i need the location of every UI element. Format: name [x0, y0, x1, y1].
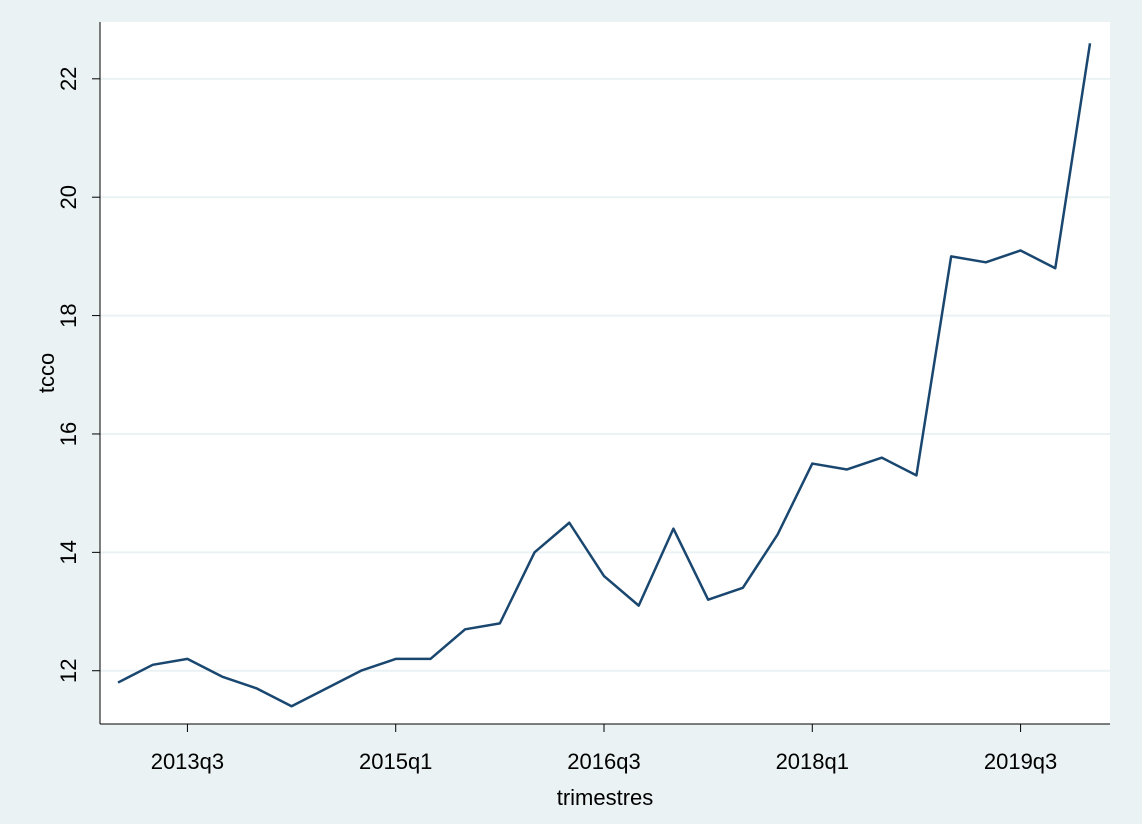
x-axis-label: trimestres: [557, 785, 654, 810]
plot-area: [100, 22, 1110, 724]
x-tick-label: 2018q1: [776, 749, 849, 774]
x-tick-label: 2015q1: [359, 749, 432, 774]
x-tick-label: 2016q3: [567, 749, 640, 774]
data-line: [117, 43, 1092, 708]
y-tick-label: 16: [56, 422, 81, 446]
y-axis-label: tcco: [34, 353, 59, 393]
y-tick-label: 22: [56, 67, 81, 91]
x-tick-label: 2013q3: [151, 749, 224, 774]
y-tick-label: 18: [56, 303, 81, 327]
y-tick-label: 20: [56, 185, 81, 209]
y-tick-label: 14: [56, 540, 81, 564]
y-tick-label: 12: [56, 658, 81, 682]
x-tick-label: 2019q3: [984, 749, 1057, 774]
